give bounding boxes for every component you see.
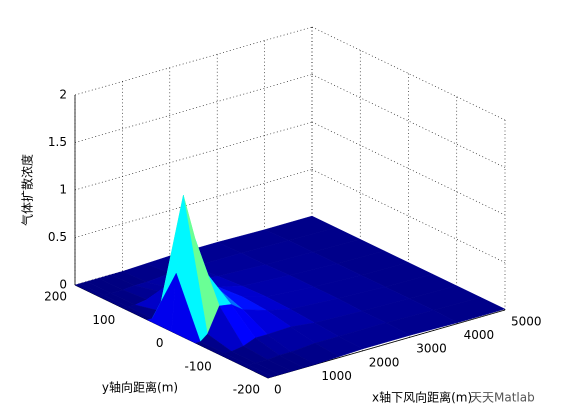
y-tick-label: -200 bbox=[233, 383, 260, 397]
watermark: 天天Matlab bbox=[470, 391, 535, 405]
grid-line bbox=[74, 169, 313, 238]
grid-line bbox=[311, 26, 506, 121]
x-tick-label: 2000 bbox=[369, 355, 400, 369]
y-tick-label: 200 bbox=[44, 290, 67, 304]
y-tick-label: 100 bbox=[92, 313, 115, 327]
y-tick-label: 0 bbox=[156, 336, 164, 350]
x-tick-label: 3000 bbox=[416, 342, 447, 356]
z-axis-label: 气体扩散浓度 bbox=[20, 154, 35, 226]
y-axis-label: y轴向距离(m) bbox=[102, 380, 178, 395]
grid-line bbox=[311, 74, 506, 168]
z-tick-label: 0 bbox=[59, 278, 67, 292]
x-tick-label: 0 bbox=[274, 383, 282, 397]
x-tick-label: 4000 bbox=[464, 328, 495, 342]
grid-line bbox=[311, 169, 506, 263]
z-tick-label: 2 bbox=[59, 88, 67, 102]
grid-line bbox=[74, 121, 313, 191]
x-axis-label: x轴下风向距离(m) bbox=[372, 390, 472, 405]
x-tick-label: 5000 bbox=[511, 315, 542, 329]
z-tick-label: 1.5 bbox=[48, 135, 67, 149]
grid-line bbox=[74, 26, 313, 96]
x-tick-label: 1000 bbox=[321, 369, 352, 383]
grid-line bbox=[311, 121, 506, 216]
surface-cell bbox=[243, 364, 274, 379]
z-tick-label: 1 bbox=[59, 183, 67, 197]
grid-line bbox=[74, 74, 313, 143]
y-tick-label: -100 bbox=[185, 359, 212, 373]
z-tick-label: 0.5 bbox=[48, 230, 67, 244]
